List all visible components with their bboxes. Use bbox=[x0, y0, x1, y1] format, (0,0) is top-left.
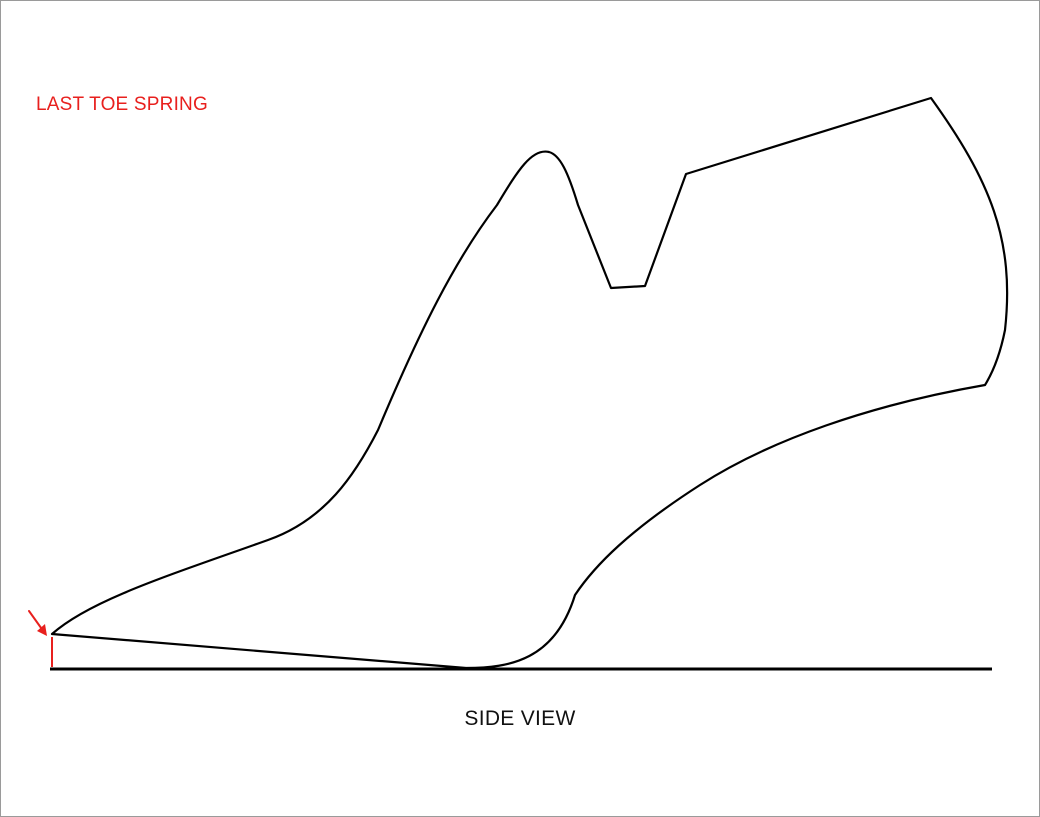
figure-title: LAST TOE SPRING bbox=[36, 94, 208, 116]
figure-caption: SIDE VIEW bbox=[0, 707, 1040, 731]
shoe-last-outline bbox=[52, 98, 1007, 668]
red-arrow-icon bbox=[29, 611, 47, 636]
